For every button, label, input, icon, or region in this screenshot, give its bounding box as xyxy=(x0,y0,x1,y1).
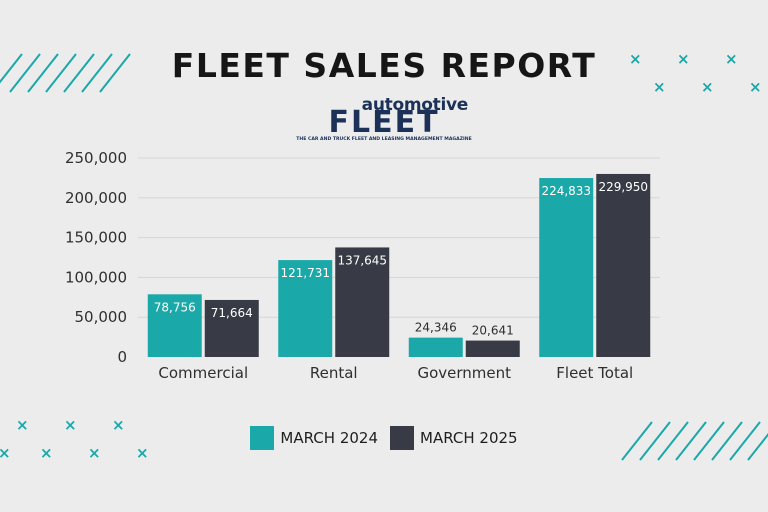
bar xyxy=(539,178,594,357)
legend-swatch-2025 xyxy=(390,426,414,450)
data-label: 71,664 xyxy=(211,306,253,320)
decorative-x-icon: × xyxy=(112,416,125,434)
data-label: 24,346 xyxy=(415,321,457,335)
decorative-x-icon: × xyxy=(136,444,149,462)
legend-label-2024: MARCH 2024 xyxy=(280,429,378,447)
category-label: Commercial xyxy=(158,364,248,382)
decorative-x-icon: × xyxy=(629,50,642,68)
automotive-fleet-logo: automotive FLEET THE CAR AND TRUCK FLEET… xyxy=(294,95,474,146)
logo-tagline: THE CAR AND TRUCK FLEET AND LEASING MANA… xyxy=(296,137,472,142)
decorative-x-icon: × xyxy=(64,416,77,434)
y-tick-label: 100,000 xyxy=(65,268,127,286)
category-label: Fleet Total xyxy=(556,364,633,382)
category-label: Government xyxy=(417,364,511,382)
legend-label-2025: MARCH 2025 xyxy=(420,429,518,447)
bar xyxy=(596,173,651,357)
decorative-x-icon: × xyxy=(40,444,53,462)
data-label: 137,645 xyxy=(337,253,387,267)
page-title: FLEET SALES REPORT xyxy=(171,46,597,85)
data-label: 229,950 xyxy=(598,180,648,194)
decorative-x-icon: × xyxy=(88,444,101,462)
bar xyxy=(465,340,520,357)
data-label: 224,833 xyxy=(541,184,591,198)
decorative-x-icon: × xyxy=(701,78,714,96)
data-label: 20,641 xyxy=(472,324,514,338)
logo-main-text: FLEET xyxy=(328,105,440,140)
y-tick-label: 0 xyxy=(117,348,127,366)
legend-item-2024: MARCH 2024 xyxy=(250,426,378,450)
bar xyxy=(147,294,202,357)
decorative-x-icon: × xyxy=(725,50,738,68)
y-tick-label: 50,000 xyxy=(75,308,128,326)
legend-item-2025: MARCH 2025 xyxy=(390,426,518,450)
decorative-x-icon: × xyxy=(653,78,666,96)
chart-legend: MARCH 2024 MARCH 2025 xyxy=(0,426,768,450)
y-tick-label: 200,000 xyxy=(65,189,127,207)
decorative-x-icon: × xyxy=(0,444,11,462)
data-label: 78,756 xyxy=(154,300,196,314)
decorative-x-icon: × xyxy=(749,78,762,96)
decorative-stripes-top-left xyxy=(0,53,131,93)
bar xyxy=(408,337,463,357)
y-tick-label: 250,000 xyxy=(65,149,127,167)
bar xyxy=(278,260,333,357)
decorative-stripes-bottom-right xyxy=(621,421,768,461)
logo-top-text: automotive xyxy=(361,95,469,115)
decorative-x-icon: × xyxy=(677,50,690,68)
decorative-x-icon: × xyxy=(16,416,29,434)
data-label: 121,731 xyxy=(280,266,330,280)
bar xyxy=(204,299,259,357)
category-label: Rental xyxy=(310,364,358,382)
legend-swatch-2024 xyxy=(250,426,275,450)
bar xyxy=(335,247,390,357)
y-tick-label: 150,000 xyxy=(65,229,127,247)
